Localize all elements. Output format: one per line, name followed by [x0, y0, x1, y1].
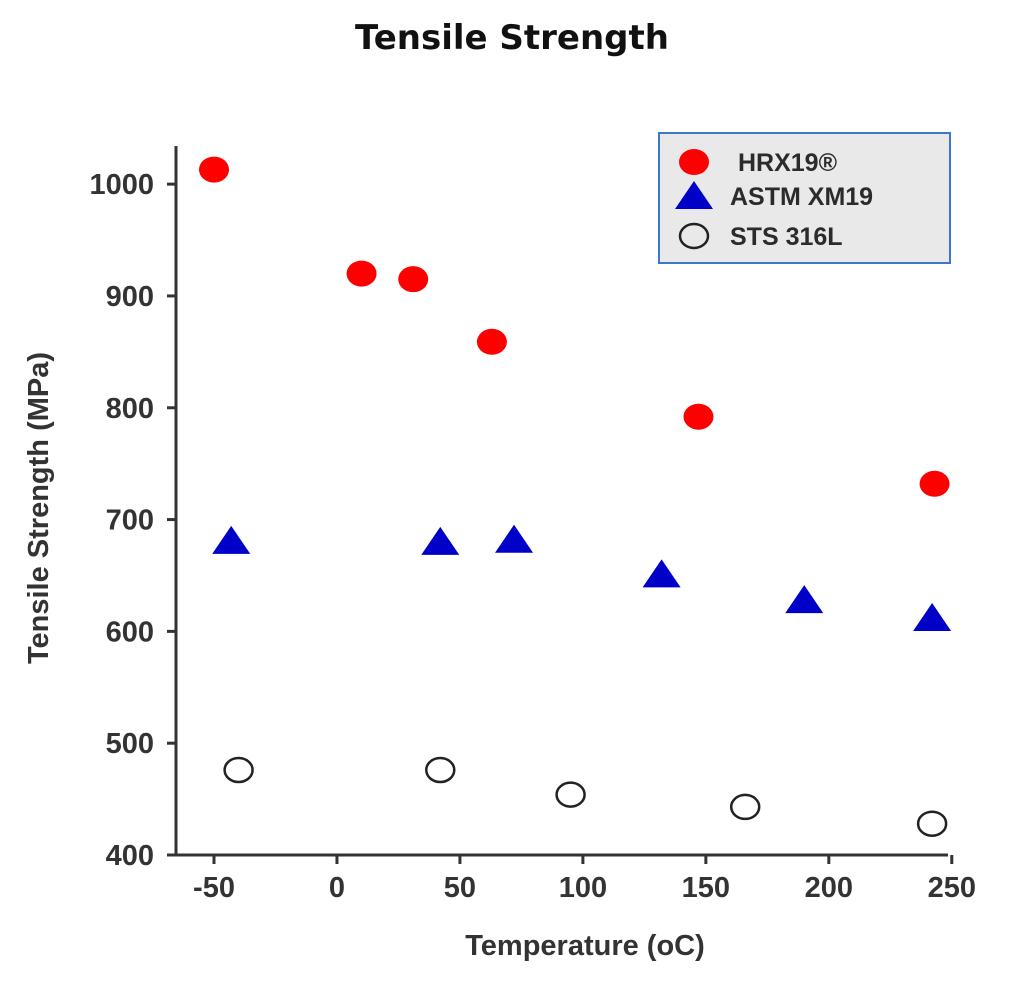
chart-title: Tensile Strength	[355, 18, 669, 58]
legend-label: ASTM XM19	[730, 183, 873, 211]
hrx19-point	[683, 403, 714, 430]
sts-316l-point	[425, 756, 456, 784]
y-tick-label: 500	[106, 728, 154, 760]
data-points	[199, 156, 952, 837]
y-axis-label: Tensile Strength (MPa)	[23, 352, 55, 664]
astm-xm19-point	[913, 602, 952, 631]
legend-label: STS 316L	[730, 223, 843, 251]
x-tick-label: 250	[928, 872, 976, 904]
astm-xm19-point	[785, 585, 824, 614]
legend-marker-sts-316l	[678, 222, 710, 250]
legend-marker-hrx19	[679, 149, 709, 175]
legend-box	[658, 132, 951, 264]
x-tick-label: 50	[444, 872, 476, 904]
x-tick-label: 100	[559, 872, 607, 904]
y-tick-label: 700	[106, 505, 154, 537]
x-axis-label: Temperature (oC)	[465, 930, 705, 962]
x-tick-label: -50	[193, 872, 235, 904]
y-tick-label: 600	[106, 616, 154, 648]
y-tick-label: 800	[106, 393, 154, 425]
hrx19-point	[919, 470, 950, 497]
y-tick-label: 900	[106, 281, 154, 313]
legend-marker-astm-xm19	[675, 181, 713, 209]
y-tick-label: 1000	[89, 169, 154, 201]
y-tick-label: 400	[106, 840, 154, 872]
hrx19-point	[346, 260, 377, 287]
hrx19-point	[476, 328, 507, 355]
x-tick-label: 200	[805, 872, 853, 904]
sts-316l-point	[223, 756, 254, 784]
legend: HRX19® ASTM XM19 STS 316L	[658, 132, 951, 264]
tick-labels: 400 500 600 700 800 900 1000 -50 0 50 100 150 200 250	[89, 169, 976, 904]
legend-label: HRX19®	[738, 149, 838, 177]
sts-316l-point	[729, 793, 761, 821]
astm-xm19-point	[421, 526, 460, 555]
hrx19-point	[398, 266, 429, 293]
sts-316l-point	[916, 810, 948, 837]
axes	[167, 146, 954, 864]
astm-xm19-point	[642, 559, 681, 588]
x-tick-label: 150	[682, 872, 730, 904]
sts-316l-point	[555, 781, 586, 808]
astm-xm19-point	[495, 524, 534, 553]
hrx19-point	[199, 156, 229, 183]
astm-xm19-point	[212, 525, 251, 554]
x-tick-label: 0	[329, 872, 345, 904]
